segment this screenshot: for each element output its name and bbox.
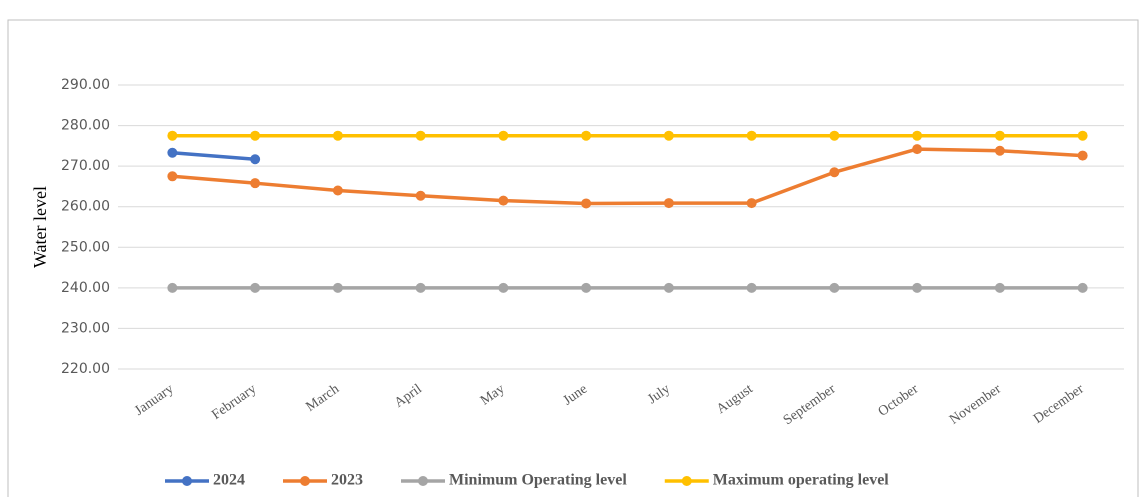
series-line bbox=[172, 151, 256, 161]
data-point bbox=[167, 130, 178, 141]
data-point bbox=[250, 130, 261, 141]
data-point bbox=[746, 198, 757, 209]
y-tick-label: 260.00 bbox=[61, 199, 110, 215]
data-point bbox=[498, 282, 509, 293]
legend-marker bbox=[300, 476, 310, 486]
legend-label: Minimum Operating level bbox=[449, 472, 627, 489]
data-point bbox=[746, 130, 757, 141]
data-point bbox=[1077, 282, 1088, 293]
data-point bbox=[332, 185, 343, 196]
y-tick-label: 250.00 bbox=[61, 239, 110, 255]
data-point bbox=[663, 198, 674, 209]
y-tick-label: 220.00 bbox=[61, 361, 110, 377]
legend-marker bbox=[681, 476, 692, 486]
data-point bbox=[415, 190, 426, 201]
data-point bbox=[415, 282, 426, 293]
data-point bbox=[250, 154, 261, 165]
y-tick-label: 270.00 bbox=[61, 158, 110, 174]
y-tick-label: 290.00 bbox=[61, 77, 110, 93]
legend-label: 2023 bbox=[331, 472, 363, 489]
data-point bbox=[167, 147, 178, 158]
chart-frame bbox=[7, 19, 1139, 497]
data-point bbox=[994, 282, 1005, 293]
data-point bbox=[912, 130, 923, 141]
data-point bbox=[663, 130, 674, 141]
data-point bbox=[167, 171, 178, 182]
data-point bbox=[498, 130, 509, 141]
data-point bbox=[415, 130, 426, 141]
series-line bbox=[172, 147, 1083, 206]
data-point bbox=[912, 282, 923, 293]
data-point bbox=[167, 282, 178, 293]
data-point bbox=[332, 282, 343, 293]
data-point bbox=[581, 198, 592, 209]
data-point bbox=[498, 195, 509, 206]
data-point bbox=[746, 282, 757, 293]
y-tick-label: 240.00 bbox=[61, 280, 110, 296]
data-point bbox=[829, 130, 840, 141]
data-point bbox=[250, 282, 261, 293]
data-point bbox=[912, 144, 923, 155]
data-point bbox=[1077, 130, 1088, 141]
data-point bbox=[829, 167, 840, 178]
data-point bbox=[663, 282, 674, 293]
legend-marker bbox=[418, 476, 428, 486]
data-point bbox=[250, 178, 261, 189]
data-point bbox=[829, 282, 840, 293]
legend-label: 2024 bbox=[213, 472, 245, 489]
data-point bbox=[994, 130, 1005, 141]
legend-label: Maximum operating level bbox=[713, 472, 890, 489]
legend-marker bbox=[182, 476, 192, 486]
y-axis-label: Water level bbox=[30, 186, 50, 268]
data-point bbox=[581, 130, 592, 141]
data-point bbox=[332, 130, 343, 141]
data-point bbox=[1077, 150, 1088, 161]
y-tick-label: 230.00 bbox=[61, 320, 110, 336]
y-tick-label: 280.00 bbox=[61, 118, 110, 134]
data-point bbox=[994, 145, 1005, 156]
data-point bbox=[581, 282, 592, 293]
